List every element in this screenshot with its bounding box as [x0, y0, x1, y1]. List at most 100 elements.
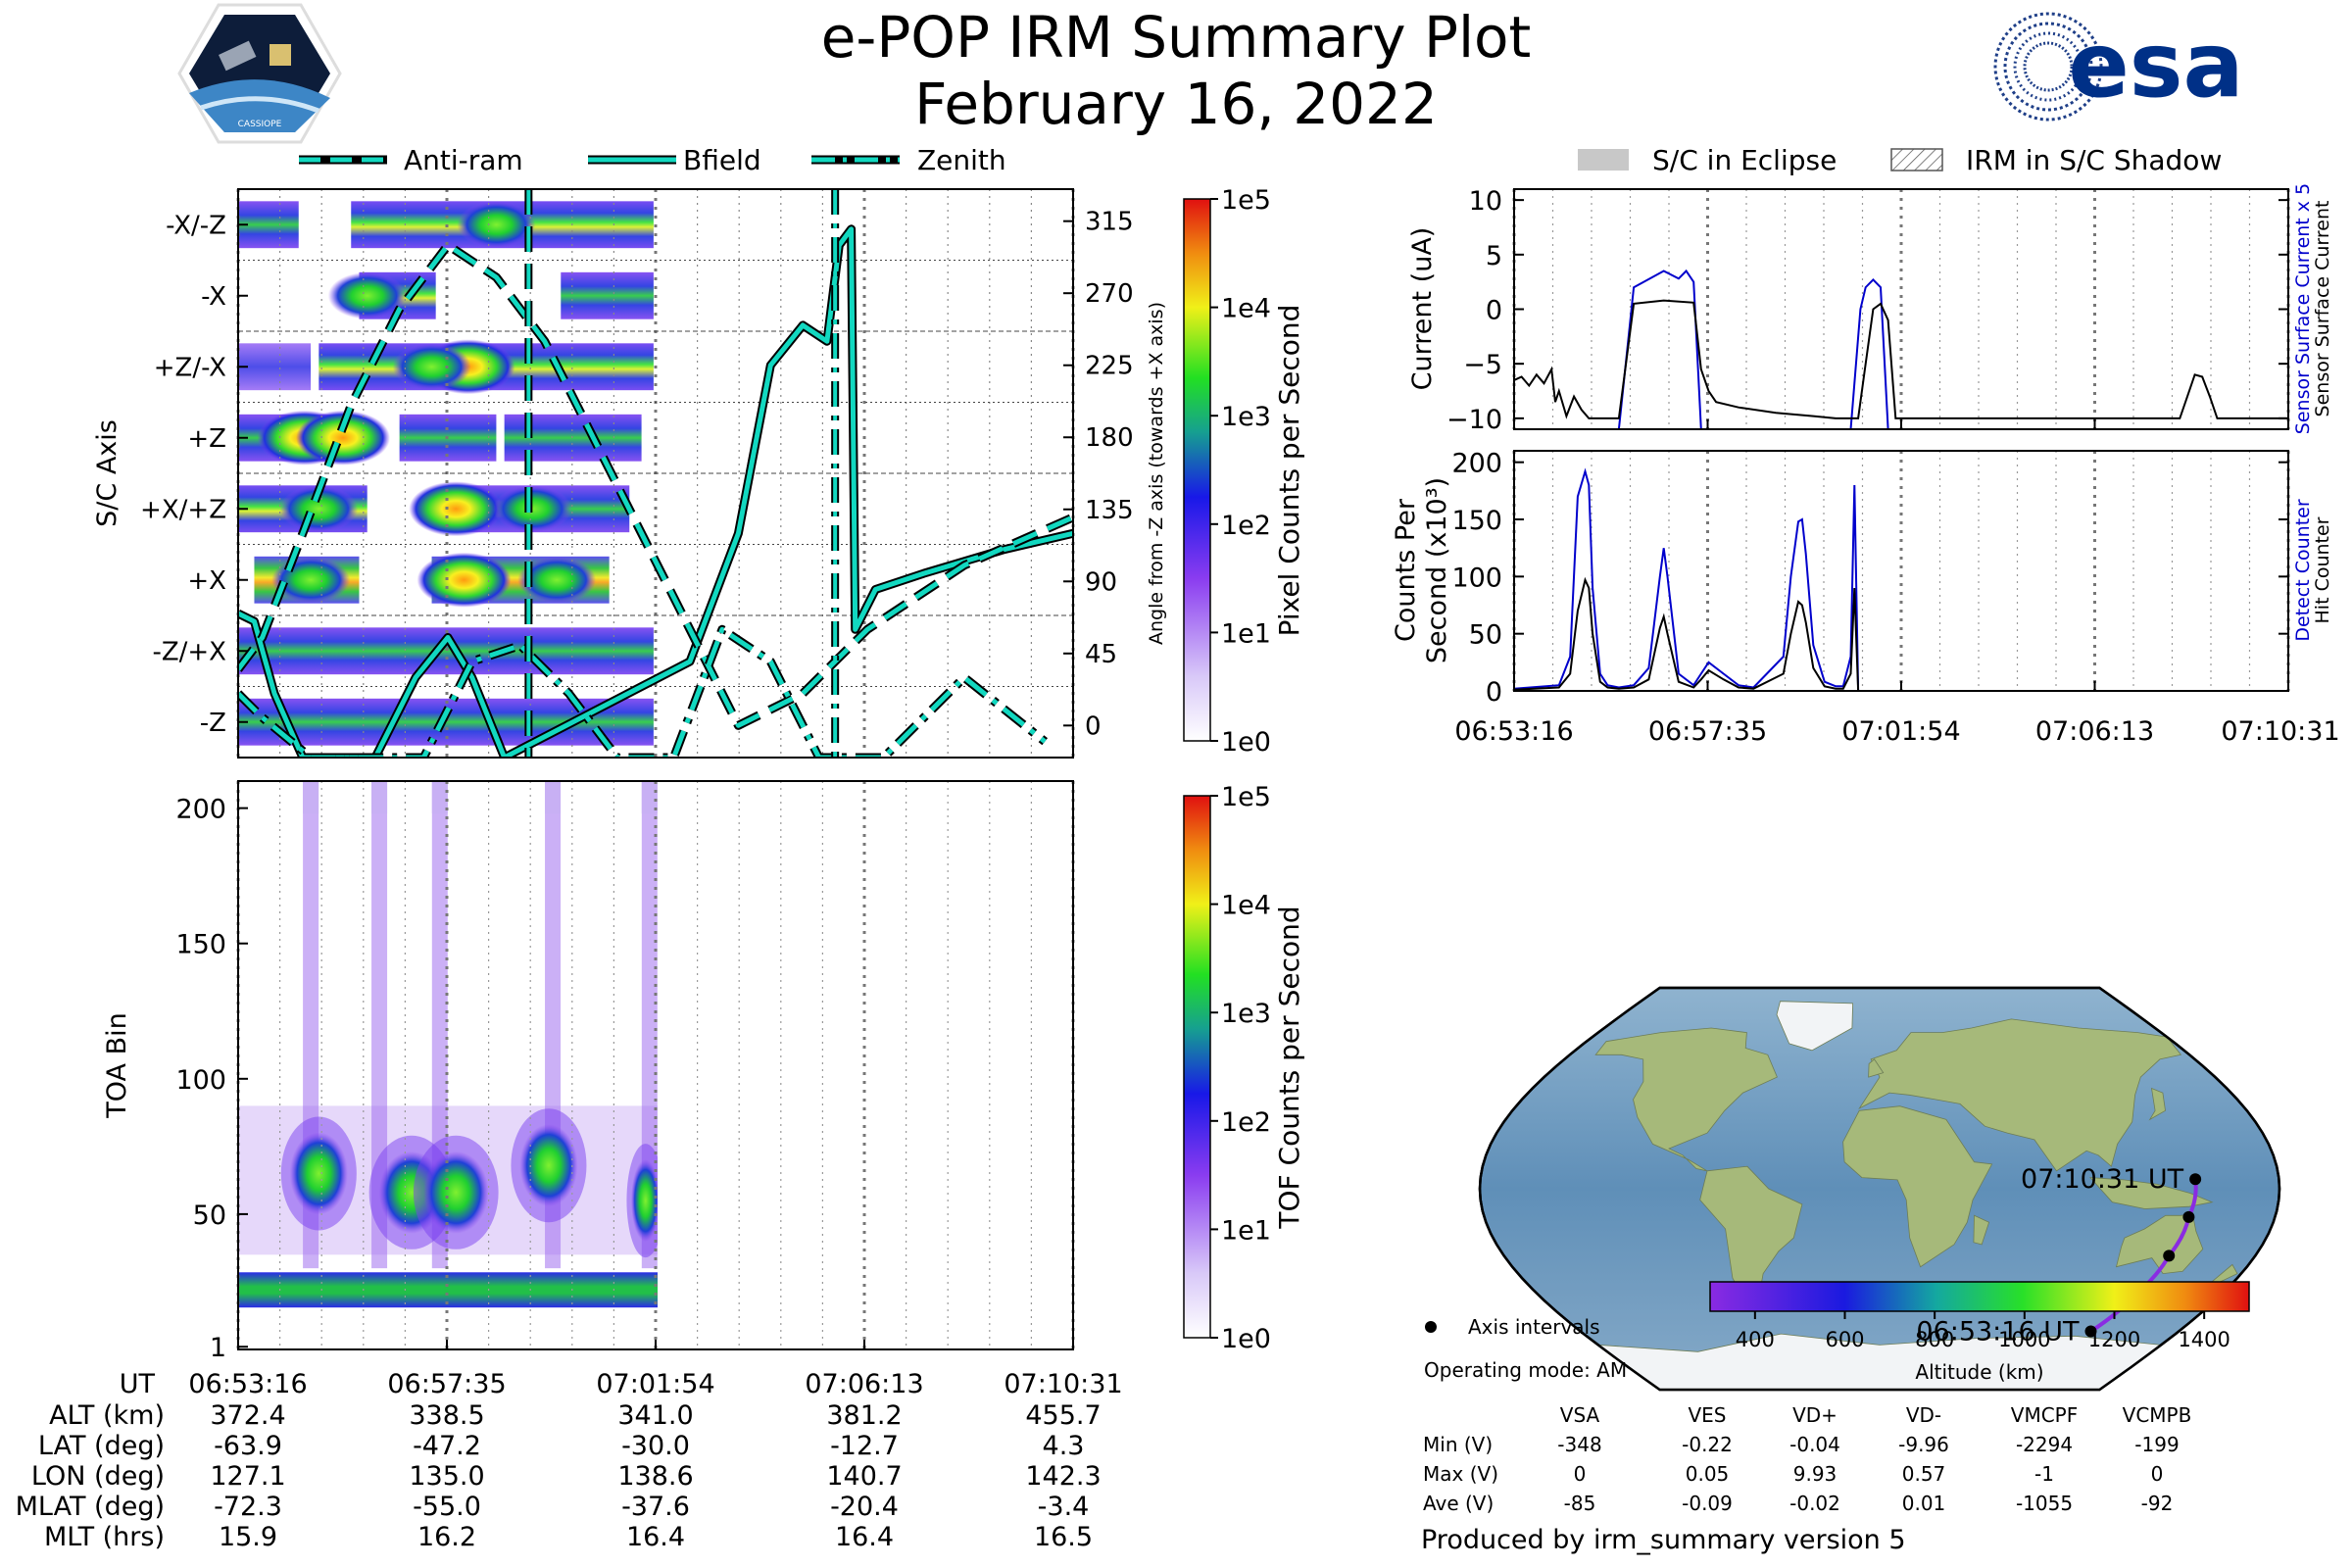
voltage-cell: -0.09 [1682, 1492, 1733, 1515]
ephemeris-value: 381.2 [826, 1400, 902, 1431]
map-australia [2115, 1212, 2204, 1275]
counts-xticklabel: 07:06:13 [2035, 716, 2154, 747]
voltage-cell: 0.01 [1902, 1492, 1946, 1515]
legend-antiram-label: Anti-ram [404, 144, 523, 176]
altitude-colorbar-gradient [1709, 1281, 2250, 1312]
ephemeris-value: 138.6 [617, 1461, 693, 1492]
voltage-cell: 0.57 [1902, 1462, 1946, 1486]
pixel-cbar-ticklabel: 1e4 [1221, 294, 1271, 324]
ephemeris-value: -55.0 [413, 1492, 481, 1522]
voltage-cell: -1 [2034, 1462, 2054, 1486]
ephemeris-value: -20.4 [830, 1492, 899, 1522]
ephemeris-value: 142.3 [1025, 1461, 1101, 1492]
voltage-col-header: VD- [1906, 1403, 1941, 1427]
pixel-angle-ticklabel: 315 [1085, 208, 1134, 237]
pixel-angle-ticklabel: 0 [1085, 711, 1102, 741]
map-antarctica [1596, 1333, 2163, 1390]
legend-zenith-label: Zenith [917, 144, 1006, 176]
counts-series [1513, 467, 2288, 692]
ephemeris-value: 338.5 [409, 1400, 484, 1431]
track-start-label: 06:53:16 UT [1916, 1317, 2080, 1348]
voltage-cell: -0.04 [1789, 1433, 1840, 1456]
pixel-angle-ticklabel: 180 [1085, 423, 1134, 453]
pixel-angle-ticklabel: 225 [1085, 352, 1134, 381]
voltage-cell: -199 [2134, 1433, 2179, 1456]
counts-plot-area [1514, 451, 2288, 691]
pixel-row-label: +X/+Z [140, 495, 226, 524]
counts-xticklabel: 06:57:35 [1648, 716, 1767, 747]
pixel-colorbar-gradient [1183, 198, 1211, 742]
voltage-cell: -9.96 [1898, 1433, 1949, 1456]
ephemeris-label: MLAT (deg) [16, 1492, 165, 1522]
altitude-ticklabel: 400 [1736, 1328, 1775, 1351]
voltage-cell: -0.02 [1789, 1492, 1840, 1515]
ephemeris-table: UT 06:53:16 06:57:35 07:01:54 07:06:13 07:10… [16, 1369, 1123, 1552]
ephemeris-value: 4.3 [1043, 1431, 1085, 1461]
pixel-colorbar-ticks: 1e5 1e4 1e3 1e2 1e1 1e0 [1210, 185, 1271, 758]
map-japan [2148, 1087, 2166, 1121]
pixel-angle-ticklabel: 270 [1085, 279, 1134, 309]
ephemeris-value: -72.3 [214, 1492, 282, 1522]
pixel-cbar-ticklabel: 1e0 [1221, 727, 1271, 758]
voltage-cell: 9.93 [1793, 1462, 1838, 1486]
ephemeris-value: -30.0 [621, 1431, 690, 1461]
bfield-line [238, 226, 1073, 758]
ut-tick-label: 07:10:31 [1004, 1369, 1122, 1399]
altitude-ticklabel: 800 [1915, 1328, 1954, 1351]
counts-yticklabel: 100 [1451, 563, 1502, 593]
voltage-cell: -85 [1564, 1492, 1596, 1515]
pixel-hot-blob [409, 481, 504, 537]
toa-cbar-ticklabel: 1e5 [1221, 782, 1271, 812]
toa-cbar-ticklabel: 1e3 [1221, 999, 1271, 1029]
pixel-blob [327, 271, 407, 319]
pixel-band [238, 201, 299, 249]
track-marker [2189, 1173, 2202, 1186]
produced-by: Produced by irm_summary version 5 [1421, 1525, 1906, 1555]
pixel-angle-ticklabel: 135 [1085, 496, 1134, 525]
pixel-blob [493, 485, 572, 533]
toa-streak-cap [545, 781, 562, 814]
map-border [1478, 986, 2281, 1392]
ephemeris-value: -12.7 [830, 1431, 899, 1461]
altitude-ticklabel: 1000 [1998, 1328, 2050, 1351]
counts-line-blue [1513, 467, 2288, 692]
pixel-band [561, 271, 654, 319]
toa-colorbar-label: TOF Counts per Second [1273, 906, 1305, 1229]
counts-panel: 0 50 100 150 200 06:53:16 06:57:35 07:01:54 07:… [1391, 449, 2340, 747]
map-britain [1868, 1058, 1885, 1078]
counts-xticklabel: 07:01:54 [1841, 716, 1960, 747]
ephemeris-value: 15.9 [219, 1522, 277, 1552]
voltage-row-label: Ave (V) [1423, 1492, 1494, 1515]
altitude-colorbar: 400 600 800 1000 1200 1400 Altitude (km) [1709, 1281, 2250, 1384]
map-africa [1842, 1105, 1993, 1268]
toa-streak-cap [431, 781, 448, 814]
track-labels: 06:53:16 UT 07:10:31 UT [1916, 1164, 2183, 1347]
ut-tick-label: 06:57:35 [387, 1369, 506, 1399]
toa-streak-cap [303, 781, 319, 814]
legend-shadow-label: IRM in S/C Shadow [1966, 144, 2222, 176]
pixel-hot-blob [416, 552, 512, 608]
ephemeris-label: MLT (hrs) [44, 1522, 165, 1552]
ephemeris-value: 341.0 [617, 1400, 693, 1431]
pixel-counts-panel: -X/-Z -X +Z/-X +Z +X/+Z +X -Z/+X -Z 315 270 225 18… [92, 188, 1167, 759]
toa-peak [422, 1151, 489, 1234]
pixel-angle-ticklabel: 45 [1085, 640, 1117, 669]
voltage-cell: -2294 [2016, 1433, 2073, 1456]
pixel-right-ylabel: Angle from -Z axis (towards +X axis) [1146, 302, 1167, 645]
map-greenland [1776, 1001, 1854, 1052]
altitude-ticklabel: 1200 [2088, 1328, 2140, 1351]
pixel-row-label: -X/-Z [166, 211, 226, 240]
ephemeris-value: 455.7 [1025, 1400, 1101, 1431]
ephemeris-label: LAT (deg) [38, 1431, 165, 1461]
ephemeris-rows: ALT (km) 372.4 338.5 341.0 381.2 455.7 LAT (de… [16, 1400, 1102, 1552]
current-yticklabel: −5 [1463, 350, 1502, 380]
toa-cbar-ticklabel: 1e4 [1221, 891, 1271, 921]
pixel-hot-blob [296, 410, 391, 466]
pixel-row-label: -Z/+X [152, 637, 226, 666]
ephemeris-value: 127.1 [210, 1461, 285, 1492]
voltage-col-header: VCMPB [2123, 1403, 2192, 1427]
operating-mode: Operating mode: AM [1424, 1358, 1627, 1382]
